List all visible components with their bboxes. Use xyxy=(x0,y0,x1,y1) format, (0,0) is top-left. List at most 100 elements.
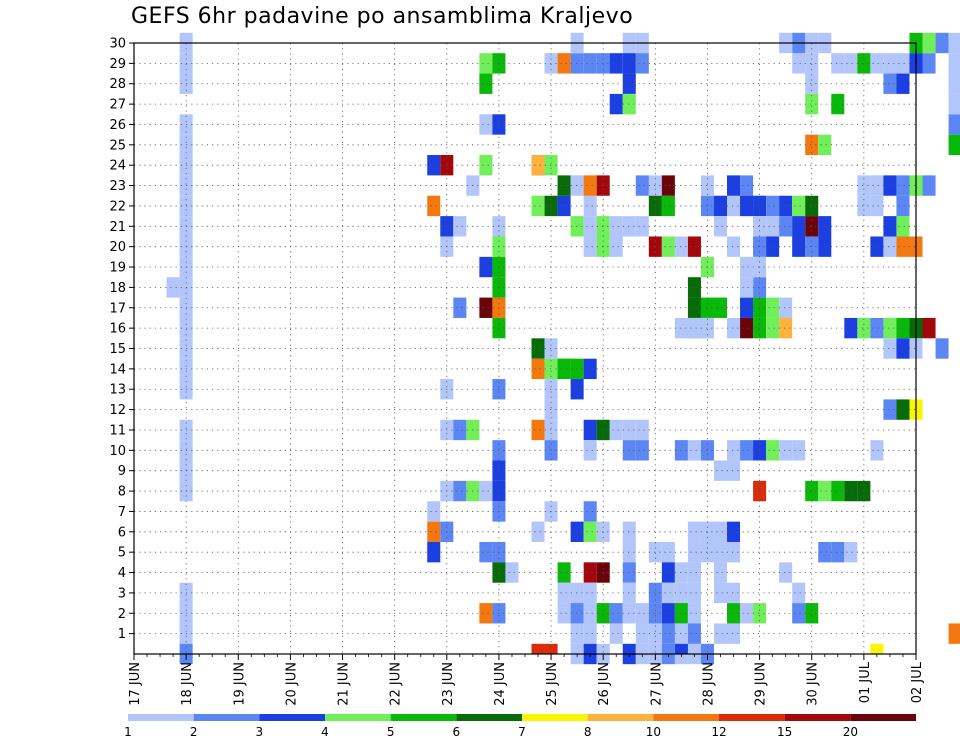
color-scale-swatch xyxy=(653,714,719,721)
heatmap-cell xyxy=(479,73,493,94)
y-tick-label: 28 xyxy=(109,77,126,92)
heatmap-cell xyxy=(792,195,806,217)
heatmap-cell xyxy=(674,623,688,644)
heatmap-cell xyxy=(609,623,623,644)
y-tick-label: 25 xyxy=(109,138,126,153)
heatmap-cell xyxy=(609,603,623,624)
heatmap-cell xyxy=(453,216,467,237)
chart-title: GEFS 6hr padavine po ansamblima Kraljevo xyxy=(131,4,634,29)
y-tick-label: 1 xyxy=(118,627,126,642)
heatmap-cell xyxy=(583,358,597,380)
heatmap-cell xyxy=(818,216,832,237)
heatmap-cell xyxy=(727,603,741,624)
heatmap-cell xyxy=(818,541,832,563)
heatmap-cell xyxy=(687,317,701,339)
heatmap-cell xyxy=(870,175,884,196)
color-scale-swatch xyxy=(587,714,654,721)
heatmap-cell xyxy=(557,358,571,380)
heatmap-cell xyxy=(622,582,636,604)
y-axis: 1234567891011121314151617181920212223242… xyxy=(109,37,134,642)
heatmap-cell xyxy=(948,134,960,156)
heatmap-cell xyxy=(779,216,793,237)
heatmap-cell xyxy=(922,32,936,54)
heatmap-cell xyxy=(805,53,819,74)
heatmap-cell xyxy=(531,195,545,217)
color-scale-label: 20 xyxy=(843,725,858,739)
color-scale-label: 7 xyxy=(518,725,526,739)
heatmap-cell xyxy=(635,175,649,196)
heatmap-cell xyxy=(831,93,845,115)
heatmap-cell xyxy=(661,195,675,217)
y-tick-label: 23 xyxy=(109,179,126,194)
x-tick-label: 24 JUN xyxy=(493,662,508,706)
heatmap-cell xyxy=(727,460,741,481)
heatmap-cell xyxy=(779,195,793,217)
y-tick-label: 29 xyxy=(109,57,126,72)
heatmap-cell xyxy=(948,93,960,115)
heatmap-cell xyxy=(883,73,897,94)
heatmap-cell xyxy=(766,236,780,257)
heatmap-cell xyxy=(700,317,714,339)
heatmap-cell xyxy=(792,440,806,461)
heatmap-cell xyxy=(583,582,597,604)
heatmap-cell xyxy=(922,317,936,339)
heatmap-cell xyxy=(766,317,780,339)
y-tick-label: 14 xyxy=(109,362,126,377)
heatmap-cell xyxy=(427,541,441,563)
heatmap-cell xyxy=(622,440,636,461)
heatmap-cell xyxy=(818,236,832,257)
x-tick-label: 25 JUN xyxy=(545,662,560,706)
heatmap-cell xyxy=(857,317,871,339)
heatmap-cell xyxy=(753,297,767,318)
heatmap-cell xyxy=(687,603,701,624)
color-scale-label: 15 xyxy=(777,725,792,739)
heatmap-cell xyxy=(687,297,701,318)
heatmap-cell xyxy=(687,277,701,298)
heatmap-cell xyxy=(687,541,701,563)
heatmap-cell xyxy=(896,236,910,257)
heatmap-cell xyxy=(948,73,960,94)
heatmap-cell xyxy=(674,236,688,257)
heatmap-cell xyxy=(870,195,884,217)
heatmap-cell xyxy=(740,440,754,461)
heatmap-cell xyxy=(505,562,519,583)
y-tick-label: 30 xyxy=(109,37,126,52)
color-scale-swatch xyxy=(719,714,785,721)
heatmap-cell xyxy=(766,297,780,318)
heatmap-cells xyxy=(166,32,960,665)
heatmap-cell xyxy=(674,643,688,654)
heatmap-cell xyxy=(713,216,728,237)
heatmap-cell xyxy=(753,317,767,339)
heatmap-cell xyxy=(700,195,714,217)
heatmap-cell xyxy=(805,195,819,217)
heatmap-cell xyxy=(766,216,780,237)
heatmap-cell xyxy=(727,317,741,339)
y-tick-label: 4 xyxy=(118,566,126,581)
heatmap-cell xyxy=(544,643,558,654)
heatmap-cell xyxy=(609,236,623,257)
heatmap-cell xyxy=(896,195,910,217)
x-tick-label: 18 JUN xyxy=(180,662,195,706)
heatmap-cell xyxy=(635,623,649,644)
heatmap-cell xyxy=(727,623,741,644)
heatmap-cell xyxy=(740,317,754,339)
heatmap-cell xyxy=(727,541,741,563)
heatmap-cell xyxy=(844,317,858,339)
heatmap-cell xyxy=(805,93,819,115)
x-tick-label: 01 JUL xyxy=(858,661,873,703)
color-scale-label: 10 xyxy=(646,725,661,739)
heatmap-cell xyxy=(870,53,884,74)
heatmap-cell xyxy=(713,562,728,583)
heatmap-cell xyxy=(896,399,910,420)
heatmap-cell xyxy=(427,155,441,176)
heatmap-cell xyxy=(687,440,701,461)
heatmap-cell xyxy=(453,419,467,441)
heatmap-cell xyxy=(622,216,636,237)
y-tick-label: 24 xyxy=(109,159,126,174)
heatmap-cell xyxy=(831,541,845,563)
heatmap-cell xyxy=(792,603,806,624)
x-tick-label: 28 JUN xyxy=(701,662,716,706)
heatmap-cell xyxy=(479,603,493,624)
color-scale-swatch xyxy=(259,714,325,721)
heatmap-cell xyxy=(583,440,597,461)
